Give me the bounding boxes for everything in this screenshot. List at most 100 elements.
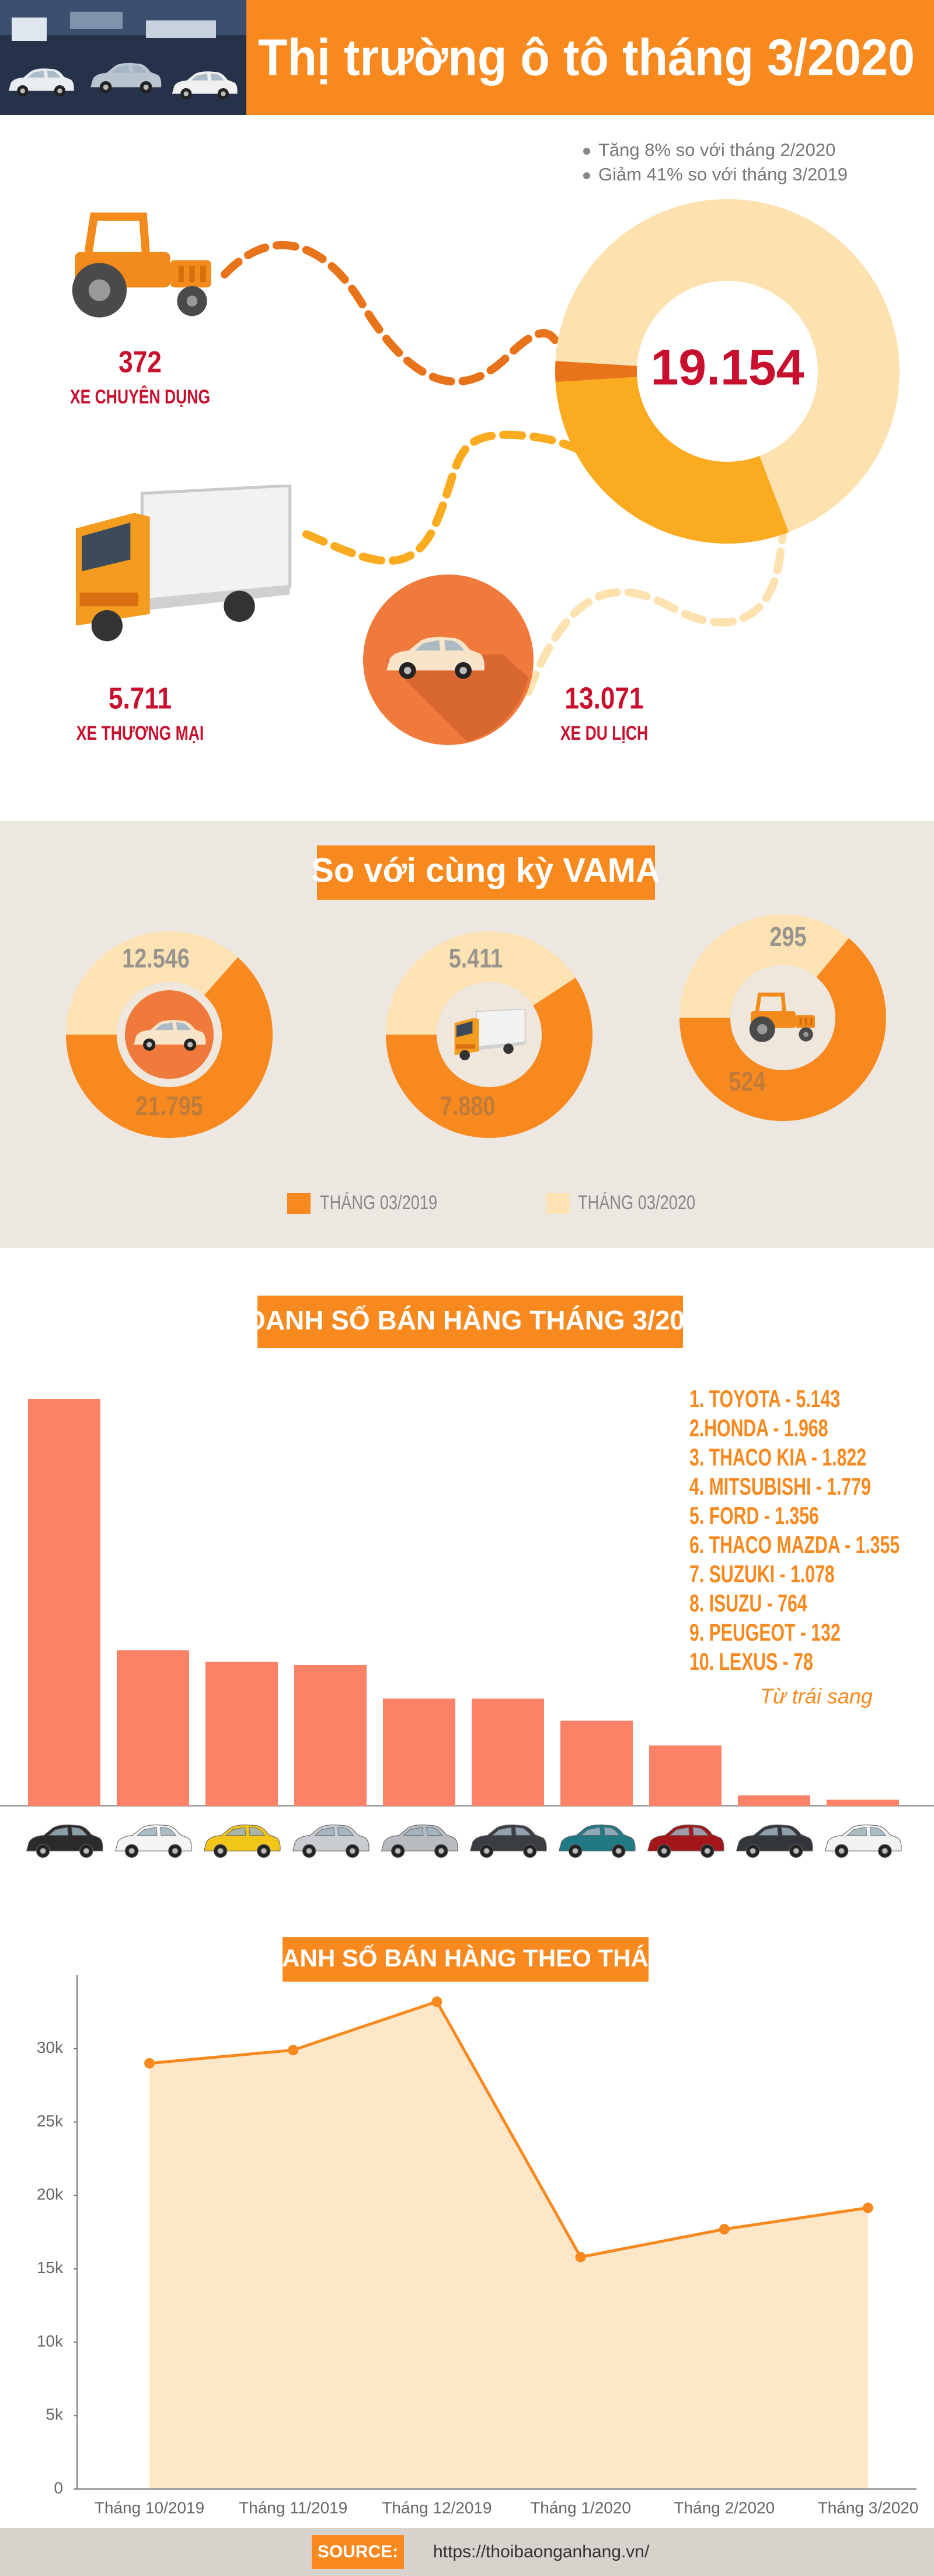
value-label: 5.411 [449, 943, 503, 973]
x-tick-label: Tháng 12/2019 [382, 2498, 492, 2516]
value-label: 372 [119, 346, 162, 380]
note-bullet [583, 172, 590, 179]
bar [28, 1399, 100, 1806]
donut-total: 19.154 [650, 340, 804, 396]
point [431, 1996, 442, 2007]
y-tick-label: 5k [46, 2406, 64, 2424]
point [288, 2045, 299, 2056]
note-bullet [583, 148, 590, 155]
donut-segment [555, 199, 900, 532]
brand-label: 1. TOYOTA - 5.143 [689, 1385, 840, 1412]
category-label: XE CHUYÊN DỤNG [70, 386, 210, 408]
donut-segment [679, 914, 849, 1018]
donut-segment [66, 957, 273, 1139]
point [144, 2058, 155, 2069]
bar [738, 1795, 810, 1806]
donut-segment [679, 938, 886, 1122]
x-tick-label: Tháng 10/2019 [95, 2498, 204, 2516]
bar-title-box [257, 1296, 683, 1348]
header-photo [0, 0, 246, 115]
y-tick-label: 30k [37, 2038, 64, 2056]
car-photo [824, 1824, 902, 1858]
car-photo [114, 1824, 192, 1858]
source-url: https://thoibaonganhang.vn/ [433, 2542, 650, 2561]
bar [827, 1799, 899, 1806]
y-tick-label: 0 [54, 2478, 63, 2497]
x-tick-label: Tháng 11/2019 [239, 2498, 347, 2516]
value-label: 13.071 [564, 682, 643, 716]
x-tick-label: Tháng 3/2020 [818, 2498, 919, 2516]
bar [472, 1698, 544, 1806]
brand-label: 4. MITSUBISHI - 1.779 [689, 1473, 871, 1500]
legend-swatch [546, 1193, 570, 1214]
source-label: SOURCE: [318, 2542, 398, 2561]
area [149, 2001, 868, 2489]
line-title-box [283, 1937, 649, 1982]
legend-label: THÁNG 03/2020 [578, 1192, 695, 1214]
value-label: 5.711 [109, 682, 172, 716]
x-tick-label: Tháng 1/2020 [530, 2498, 631, 2516]
brand-label: 8. ISUZU - 764 [689, 1589, 807, 1617]
bar-note: Từ trái sang [760, 1684, 873, 1708]
car-photo [292, 1824, 370, 1858]
car-photo [736, 1824, 813, 1858]
car-photo [26, 1824, 103, 1858]
bar-title: DOANH SỐ BÁN HÀNG THÁNG 3/2020 [225, 1305, 715, 1335]
car-photo [469, 1824, 547, 1858]
y-tick-label: 10k [37, 2332, 64, 2350]
value-label: 295 [770, 921, 807, 952]
line [149, 2000, 869, 2259]
value-label: 7.880 [440, 1091, 495, 1121]
car-photo [647, 1824, 724, 1858]
source-box [312, 2535, 404, 2569]
donut-segment [66, 931, 238, 1035]
compare-title: So với cùng kỳ VAMA [311, 851, 660, 889]
brand-label: 7. SUZUKI - 1.078 [689, 1560, 835, 1588]
donut-segment [555, 361, 637, 382]
value-label: 12.546 [122, 943, 189, 973]
car-photo [203, 1824, 281, 1858]
y-tick-label: 15k [37, 2258, 64, 2276]
category-label: XE THƯƠNG MẠI [76, 722, 204, 744]
brand-label: 3. THACO KIA - 1.822 [689, 1443, 866, 1471]
value-label: 524 [729, 1066, 766, 1096]
bar [383, 1698, 455, 1806]
bar [649, 1745, 722, 1806]
tractor-icon [72, 217, 211, 318]
x-tick-label: Tháng 2/2020 [674, 2498, 775, 2516]
brand-label: 5. FORD - 1.356 [689, 1502, 819, 1529]
car-photo [558, 1824, 636, 1858]
value-label: 21.795 [135, 1091, 203, 1121]
brand-label: 10. LEXUS - 78 [689, 1648, 813, 1675]
car-badge [363, 575, 534, 745]
donut-segment [386, 931, 576, 1035]
donut-hole [637, 281, 817, 461]
bar [294, 1665, 367, 1806]
compare-title-box [317, 845, 655, 900]
y-tick-label: 25k [37, 2112, 64, 2130]
y-tick-label: 20k [37, 2185, 64, 2203]
point [719, 2223, 730, 2234]
point [863, 2202, 873, 2213]
brand-label: 2.HONDA - 1.968 [689, 1414, 828, 1442]
bar [117, 1650, 189, 1806]
truck-icon [76, 486, 290, 642]
legend-swatch [287, 1193, 311, 1214]
point [575, 2251, 586, 2262]
donut-segment [386, 977, 593, 1139]
line-title: DOANH SỐ BÁN HÀNG THEO THÁNG [245, 1944, 685, 1972]
bar [560, 1720, 633, 1806]
brand-label: 6. THACO MAZDA - 1.355 [689, 1531, 900, 1558]
note-text: Giảm 41% so với tháng 3/2019 [598, 164, 848, 185]
note-text: Tăng 8% so với tháng 2/2020 [598, 140, 835, 160]
page-title: Thị trường ô tô tháng 3/2020 [258, 28, 915, 86]
donut-segment [555, 377, 789, 544]
category-label: XE DU LỊCH [560, 722, 648, 744]
car-photo [381, 1824, 458, 1858]
footer-band [0, 2528, 934, 2576]
legend-label: THÁNG 03/2019 [320, 1192, 437, 1214]
brand-label: 9. PEUGEOT - 132 [689, 1618, 841, 1646]
bar [205, 1662, 278, 1806]
